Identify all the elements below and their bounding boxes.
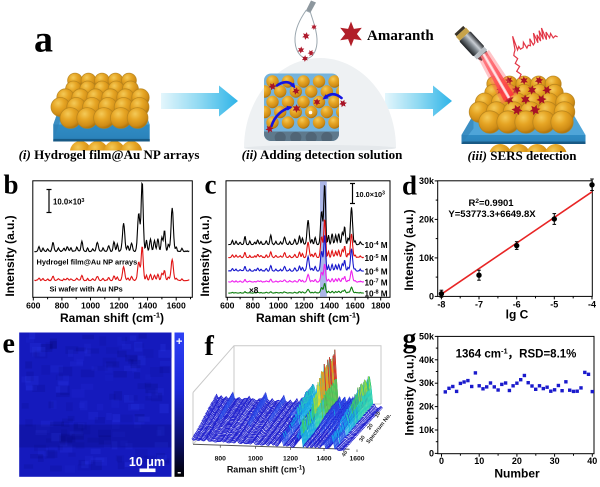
svg-text:1400: 1400 [316,456,331,463]
svg-text:1400: 1400 [138,301,157,311]
svg-text:c: c [205,170,217,200]
svg-text:R2=0.9901: R2=0.9901 [468,198,514,209]
svg-text:Raman shift (cm-1): Raman shift (cm-1) [256,311,360,326]
svg-text:600: 600 [220,301,235,311]
svg-text:d: d [402,171,417,201]
svg-text:e: e [3,329,15,360]
svg-text:Number: Number [494,467,540,481]
svg-text:10k: 10k [419,425,435,435]
svg-text:0: 0 [429,448,434,458]
svg-text:30k: 30k [419,378,435,388]
svg-text:-7: -7 [475,300,483,310]
svg-text:20k: 20k [419,214,435,224]
svg-text:800: 800 [55,301,70,311]
svg-text:1200: 1200 [283,456,298,463]
svg-text:10.0×103: 10.0×103 [356,190,386,199]
svg-text:1000: 1000 [248,456,263,463]
svg-text:Si wafer with Au NPs: Si wafer with Au NPs [50,285,123,294]
svg-text:40: 40 [341,450,349,458]
svg-text:800: 800 [246,301,261,311]
svg-text:(ii) Adding detection solution: (ii) Adding detection solution [242,147,403,162]
svg-text:-: - [177,465,181,479]
svg-text:10-6 M: 10-6 M [365,268,388,277]
svg-text:-4: -4 [588,300,596,310]
svg-text:50k: 50k [419,331,435,341]
svg-text:0: 0 [439,456,444,466]
svg-text:Y=53773.3+6649.8X: Y=53773.3+6649.8X [448,209,536,220]
svg-text:10: 10 [474,456,484,466]
svg-text:10-8 M: 10-8 M [365,290,388,299]
svg-text:lg C: lg C [506,308,529,322]
svg-text:1200: 1200 [294,301,313,311]
svg-text:-6: -6 [513,300,521,310]
svg-text:+: + [176,336,182,348]
svg-text:g: g [403,324,417,355]
svg-text:1200: 1200 [109,301,128,311]
svg-text:20: 20 [366,423,374,431]
svg-text:-8: -8 [437,300,445,310]
svg-text:Intensity (a.u.): Intensity (a.u.) [198,215,212,296]
svg-text:a: a [34,19,53,61]
svg-text:Raman shift (cm-1): Raman shift (cm-1) [227,465,305,475]
svg-text:1000: 1000 [269,301,288,311]
svg-text:Intensity (a.u.): Intensity (a.u.) [3,215,17,296]
svg-text:-5: -5 [550,300,558,310]
svg-text:Intensity (a.u.): Intensity (a.u.) [403,354,417,435]
svg-text:1000: 1000 [81,301,100,311]
svg-text:1400: 1400 [320,301,339,311]
svg-text:1800: 1800 [371,301,390,311]
svg-text:b: b [4,170,19,200]
svg-text:30: 30 [550,456,560,466]
svg-text:1600: 1600 [349,456,364,463]
svg-text:20k: 20k [419,402,435,412]
svg-text:1600: 1600 [167,301,186,311]
svg-text:30k: 30k [419,176,435,186]
svg-text:10-7 M: 10-7 M [365,279,388,288]
svg-text:Hydrogel film@Au NP arrays: Hydrogel film@Au NP arrays [37,258,138,267]
svg-text:600: 600 [26,301,41,311]
svg-text:40k: 40k [419,355,435,365]
svg-text:800: 800 [215,456,227,463]
svg-text:f: f [205,331,215,362]
svg-text:10-5 M: 10-5 M [365,254,388,263]
svg-text:Raman shift (cm-1): Raman shift (cm-1) [60,311,164,326]
svg-text:10 μm: 10 μm [129,455,165,469]
svg-text:(iii) SERS detection: (iii) SERS detection [467,148,577,163]
svg-text:(i) Hydrogel film@Au NP arrays: (i) Hydrogel film@Au NP arrays [19,147,200,162]
svg-text:10k: 10k [419,253,435,263]
svg-text:1364 cm-1，RSD=8.1%: 1364 cm-1，RSD=8.1% [456,347,577,361]
svg-text:×8: ×8 [249,286,259,295]
svg-text:1600: 1600 [346,301,365,311]
svg-text:40: 40 [587,456,597,466]
svg-text:30: 30 [358,435,366,443]
svg-text:Intensity (a.u.): Intensity (a.u.) [402,209,416,290]
svg-text:20: 20 [512,456,522,466]
svg-text:10: 10 [374,411,382,419]
svg-text:0: 0 [429,291,434,301]
svg-text:10.0×103: 10.0×103 [53,198,84,207]
svg-text:Amaranth: Amaranth [367,28,434,44]
svg-text:10-4 M: 10-4 M [365,241,388,250]
